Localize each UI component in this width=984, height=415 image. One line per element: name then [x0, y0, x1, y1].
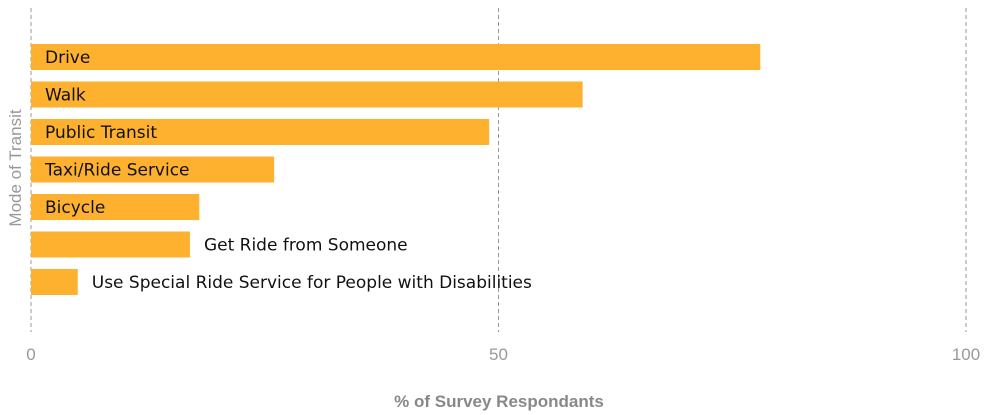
bar-public-transit: [31, 119, 490, 145]
x-tick-labels: 0 50 100: [26, 345, 980, 364]
bar-label-use-special-ride-service-for-people-with-disabilities: Use Special Ride Service for People with…: [92, 273, 532, 293]
bars: [31, 44, 761, 295]
bar-label-walk: Walk: [45, 86, 86, 106]
y-axis-title: Mode of Transit: [6, 109, 25, 226]
bar-walk: [31, 81, 583, 108]
bar-get-ride-from-someone: [31, 231, 190, 258]
bar-bicycle: [31, 194, 200, 220]
bar-taxi-ride-service: [31, 156, 275, 183]
x-tick-label-50: 50: [489, 345, 508, 364]
x-tick-label-0: 0: [26, 345, 35, 364]
bar-drive: [31, 44, 761, 70]
bar-labels: Drive Walk Public Transit Taxi/Ride Service…: [44, 48, 532, 293]
bar-label-get-ride-from-someone: Get Ride from Someone: [204, 236, 408, 256]
bar-label-drive: Drive: [45, 48, 90, 68]
bar-label-public-transit: Public Transit: [45, 123, 157, 143]
bar-label-taxi-ride-service: Taxi/Ride Service: [44, 161, 190, 181]
bar-use-special-ride-service-for-people-with-disabilities: [31, 269, 78, 295]
x-axis-title: % of Survey Respondants: [394, 392, 604, 411]
x-tick-label-100: 100: [952, 345, 980, 364]
bar-label-bicycle: Bicycle: [45, 198, 105, 218]
